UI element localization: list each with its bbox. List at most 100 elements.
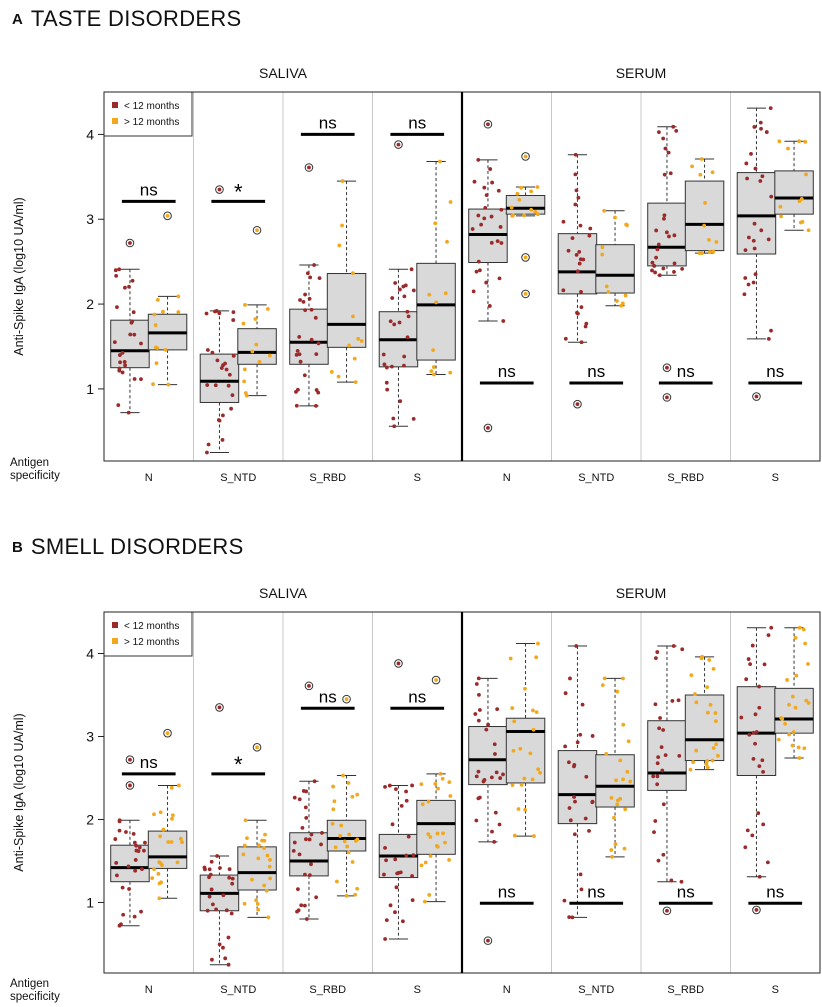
data-point-serum-s-gt12 [787, 732, 791, 737]
box-serum-n-gt12 [505, 194, 546, 215]
data-point-serum-n-lt12 [482, 778, 487, 782]
data-point-serum-n-gt12 [523, 807, 528, 812]
data-point-serum-s-ntd-lt12 [579, 305, 584, 310]
data-point-saliva-s-ntd-gt12 [265, 307, 270, 311]
data-point-serum-s-lt12 [753, 712, 758, 717]
data-point-serum-n-gt12 [531, 727, 536, 732]
data-point-saliva-n-gt12 [156, 871, 161, 876]
data-point-saliva-s-ntd-lt12 [202, 865, 207, 870]
data-point-serum-s-rbd-lt12 [655, 774, 660, 779]
data-point-serum-n-gt12 [511, 213, 515, 218]
significance-label-serum-s: ns [766, 362, 784, 381]
data-point-serum-n-lt12 [476, 157, 481, 162]
data-point-saliva-s-rbd-lt12 [292, 795, 297, 800]
data-point-saliva-s-rbd-gt12 [337, 243, 342, 248]
data-point-saliva-s-ntd-lt12 [229, 406, 233, 411]
data-point-serum-s-ntd-lt12 [563, 691, 568, 696]
box-serum-n-lt12 [468, 726, 508, 786]
data-point-saliva-s-rbd-lt12 [303, 872, 307, 877]
data-point-serum-s-rbd-gt12 [710, 758, 715, 763]
outlier-point-serum-n-lt12 [486, 426, 490, 430]
data-point-saliva-s-ntd-gt12 [245, 836, 249, 840]
data-point-saliva-s-ntd-lt12 [214, 907, 218, 912]
data-point-saliva-n-lt12 [114, 861, 119, 865]
data-point-serum-n-lt12 [499, 207, 504, 212]
data-point-serum-s-rbd-gt12 [714, 240, 719, 244]
data-point-serum-s-ntd-gt12 [615, 689, 620, 694]
data-point-saliva-s-ntd-lt12 [227, 875, 232, 880]
data-point-serum-s-rbd-lt12 [679, 879, 684, 884]
data-point-saliva-s-gt12 [427, 893, 432, 897]
data-point-serum-n-gt12 [522, 213, 527, 218]
data-point-serum-s-rbd-lt12 [652, 830, 656, 834]
data-point-saliva-s-lt12 [384, 858, 388, 863]
data-point-serum-s-rbd-gt12 [705, 765, 710, 770]
data-point-saliva-s-ntd-gt12 [250, 877, 254, 882]
data-point-saliva-n-lt12 [112, 340, 117, 345]
data-point-saliva-s-ntd-lt12 [209, 859, 214, 864]
box-serum-s-rbd-gt12 [684, 694, 725, 762]
data-point-serum-n-lt12 [489, 240, 494, 245]
data-point-serum-n-gt12 [528, 751, 533, 756]
outlier-point-serum-n-lt12 [486, 938, 490, 943]
data-point-saliva-n-lt12 [113, 268, 118, 273]
data-point-saliva-s-rbd-lt12 [307, 873, 312, 877]
data-point-saliva-s-ntd-lt12 [208, 872, 213, 877]
data-point-saliva-s-rbd-gt12 [336, 374, 341, 379]
data-point-saliva-s-ntd-lt12 [221, 893, 226, 898]
data-point-serum-s-ntd-gt12 [628, 779, 633, 784]
data-point-saliva-s-gt12 [431, 365, 436, 369]
data-point-saliva-n-gt12 [157, 860, 162, 865]
x-title-line-1: Antigen [10, 457, 50, 469]
data-point-serum-s-gt12 [779, 716, 784, 720]
data-point-serum-s-ntd-gt12 [609, 848, 614, 852]
data-point-saliva-s-rbd-gt12 [346, 850, 351, 855]
category-label-n: N [145, 472, 153, 484]
data-point-serum-s-gt12 [793, 705, 798, 710]
data-point-saliva-s-rbd-lt12 [291, 848, 296, 853]
data-point-saliva-n-lt12 [132, 332, 137, 337]
facet-label-saliva: SALIVA [259, 65, 308, 81]
data-point-serum-n-lt12 [473, 712, 478, 716]
data-point-serum-n-lt12 [492, 839, 497, 844]
data-point-saliva-s-gt12 [433, 782, 438, 786]
data-point-serum-s-rbd-gt12 [707, 237, 711, 242]
data-point-serum-s-gt12 [790, 694, 795, 699]
data-point-saliva-n-lt12 [122, 360, 127, 364]
data-point-serum-n-gt12 [538, 770, 542, 775]
data-point-saliva-s-gt12 [438, 159, 442, 164]
data-point-serum-s-rbd-lt12 [656, 858, 661, 863]
data-point-serum-s-ntd-lt12 [578, 223, 583, 228]
data-point-serum-s-rbd-lt12 [671, 124, 676, 129]
data-point-serum-n-lt12 [493, 810, 498, 815]
data-point-saliva-s-ntd-gt12 [243, 303, 247, 307]
data-point-saliva-s-gt12 [423, 860, 428, 865]
outlier-point-saliva-s-lt12 [396, 661, 401, 666]
data-point-serum-s-rbd-lt12 [680, 267, 685, 271]
data-point-saliva-n-lt12 [117, 267, 122, 272]
data-point-serum-n-gt12 [519, 783, 524, 787]
data-point-saliva-s-lt12 [383, 937, 388, 941]
data-point-serum-s-ntd-lt12 [572, 832, 577, 837]
data-point-saliva-s-lt12 [397, 287, 402, 292]
data-point-saliva-s-lt12 [406, 314, 411, 319]
data-point-serum-s-rbd-lt12 [653, 270, 658, 275]
data-point-serum-s-rbd-lt12 [653, 819, 658, 823]
outlier-point-saliva-n-lt12 [128, 783, 132, 788]
data-point-saliva-n-gt12 [175, 860, 180, 865]
data-point-serum-s-lt12 [758, 179, 763, 183]
data-point-saliva-s-lt12 [405, 335, 410, 340]
data-point-serum-s-ntd-lt12 [574, 252, 579, 257]
significance-label-serum-n: ns [498, 882, 516, 901]
data-point-serum-s-ntd-lt12 [587, 829, 591, 833]
data-point-serum-n-lt12 [474, 269, 479, 274]
data-point-saliva-s-rbd-lt12 [299, 903, 304, 908]
data-point-saliva-s-lt12 [387, 783, 392, 788]
data-point-saliva-s-rbd-gt12 [355, 792, 360, 797]
data-point-saliva-n-lt12 [116, 403, 121, 408]
data-point-saliva-s-ntd-lt12 [221, 945, 225, 950]
data-point-saliva-n-gt12 [150, 876, 155, 881]
data-point-saliva-s-lt12 [381, 352, 386, 357]
x-title-line-2: specificity [10, 470, 60, 482]
data-point-serum-n-gt12 [535, 185, 540, 189]
